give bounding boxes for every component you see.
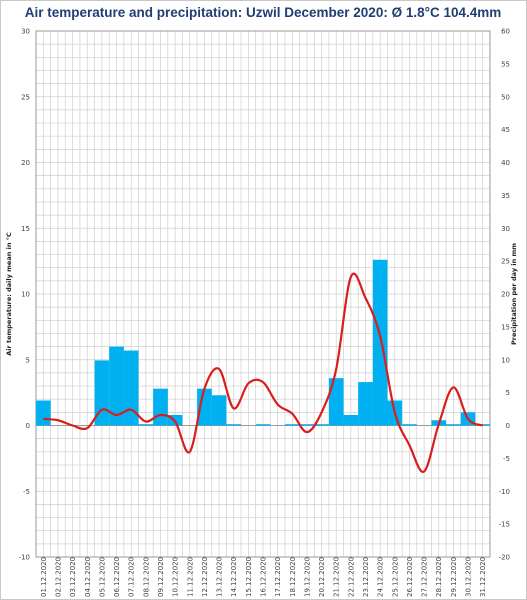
right-tick-label: 30 [501,225,510,233]
left-tick-label: 0 [26,422,30,430]
right-tick-label: 20 [501,291,510,299]
left-tick-label: 30 [21,28,30,36]
x-tick-label: 13.12.2020 [216,557,224,597]
right-axis-label: Precipitation per day in mm [510,243,518,345]
right-tick-label: 25 [501,258,510,266]
right-tick-label: 40 [501,159,510,167]
x-tick-label: 03.12.2020 [69,557,77,597]
left-tick-label: 10 [21,291,30,299]
x-tick-label: 20.12.2020 [318,557,326,597]
x-tick-label: 22.12.2020 [347,557,355,597]
precipitation-bar [197,388,212,426]
precipitation-bar [343,414,359,426]
x-tick-label: 29.12.2020 [450,557,458,597]
x-tick-label: 06.12.2020 [113,557,121,597]
x-tick-label: 08.12.2020 [142,557,150,597]
left-axis-ticks: -10 -5 0 5 10 15 20 25 30 [19,28,30,562]
precipitation-bar [153,388,168,426]
x-tick-label: 02.12.2020 [54,557,62,597]
precipitation-bar [226,424,242,426]
precipitation-bar [402,424,417,426]
x-tick-label: 21.12.2020 [333,557,341,597]
right-tick-label: 35 [501,192,510,200]
x-axis-ticks: 01.12.2020 02.12.2020 03.12.2020 04.12.2020… [40,557,487,597]
x-tick-label: 14.12.2020 [230,557,238,597]
right-axis-ticks: -20 -15 -10 -5 0 5 10 15 20 25 30 35 40 45 50 55 60 [499,28,510,562]
x-tick-label: 27.12.2020 [421,557,429,597]
precipitation-bar [36,400,51,426]
right-tick-label: 60 [501,28,510,36]
temperature-line [43,272,484,473]
x-tick-label: 17.12.2020 [274,557,282,597]
x-tick-label: 05.12.2020 [98,557,106,597]
x-tick-label: 18.12.2020 [289,557,297,597]
left-axis-label: Air temperature: daily mean in °C [5,232,13,356]
right-tick-label: 10 [501,356,510,364]
plot-area [35,30,491,558]
temperature-series-line [43,272,484,473]
right-tick-label: -15 [499,521,510,529]
right-tick-label: -20 [499,554,510,562]
left-tick-label: 15 [21,225,30,233]
x-tick-label: 04.12.2020 [84,557,92,597]
precipitation-bar [328,378,344,426]
precipitation-bar [109,346,124,426]
x-tick-label: 28.12.2020 [435,557,443,597]
right-tick-label: 55 [501,60,510,68]
x-tick-label: 12.12.2020 [201,557,209,597]
precipitation-bar [372,259,388,426]
precipitation-bar [299,424,315,426]
left-tick-label: 25 [21,93,30,101]
x-tick-label: 19.12.2020 [303,557,311,597]
x-tick-label: 30.12.2020 [465,557,473,597]
x-tick-label: 25.12.2020 [391,557,399,597]
right-tick-label: -10 [499,488,510,496]
x-tick-label: 15.12.2020 [245,557,253,597]
left-tick-label: 20 [21,159,30,167]
x-tick-label: 11.12.2020 [186,557,194,597]
x-tick-label: 31.12.2020 [479,557,487,597]
right-tick-label: -5 [503,455,510,463]
x-tick-label: 01.12.2020 [40,557,48,597]
x-tick-label: 26.12.2020 [406,557,414,597]
left-tick-label: 5 [26,356,30,364]
right-tick-label: 15 [501,323,510,331]
precipitation-bar [255,424,271,426]
x-tick-label: 07.12.2020 [128,557,136,597]
right-tick-label: 45 [501,126,510,134]
precipitation-bar [284,424,300,426]
x-tick-label: 23.12.2020 [362,557,370,597]
grid [35,30,491,558]
precipitation-bar [314,424,329,426]
x-tick-label: 16.12.2020 [260,557,268,597]
precipitation-bar [211,395,227,426]
precipitation-bar [358,382,373,426]
right-tick-label: 5 [506,389,510,397]
right-tick-label: 50 [501,93,510,101]
x-tick-label: 10.12.2020 [172,557,180,597]
left-tick-label: -10 [19,554,30,562]
x-tick-label: 24.12.2020 [377,557,385,597]
right-tick-label: 0 [506,422,510,430]
left-tick-label: -5 [23,488,30,496]
x-tick-label: 09.12.2020 [157,557,165,597]
chart-title: Air temperature and precipitation: Uzwil… [25,5,502,20]
precipitation-bar [446,424,461,426]
precipitation-bar [123,350,139,426]
precipitation-bar [138,424,154,426]
